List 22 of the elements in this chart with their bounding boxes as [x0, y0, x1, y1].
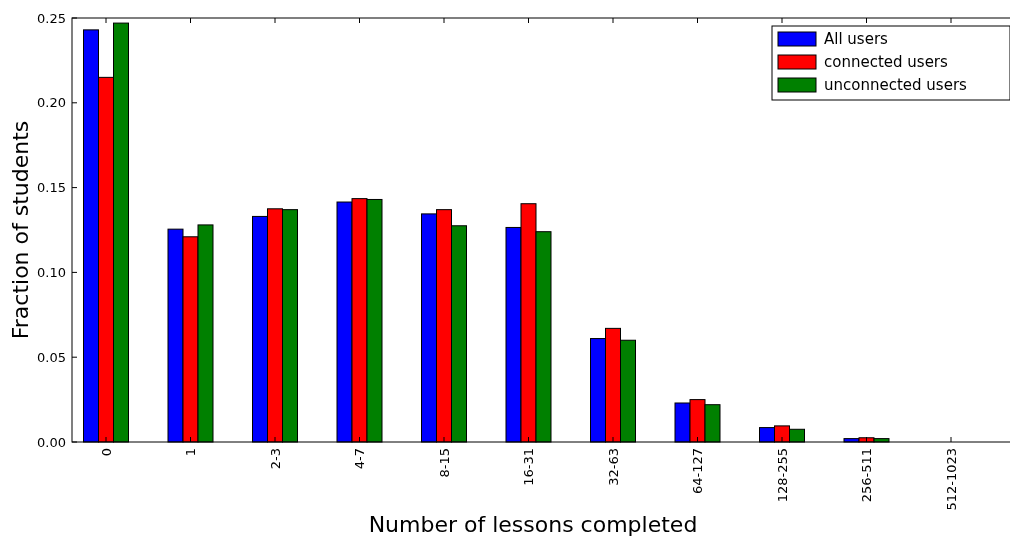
x-tick-label: 16-31	[521, 448, 537, 486]
x-tick-label: 2-3	[267, 448, 283, 470]
y-tick-label: 0.20	[37, 95, 66, 111]
x-tick-label: 32-63	[605, 448, 621, 486]
x-axis-title: Number of lessons completed	[368, 512, 698, 537]
y-axis-title: Fraction of students	[8, 120, 33, 340]
x-tick-label: 128-255	[774, 448, 790, 503]
y-tick-label: 0.25	[37, 10, 66, 26]
x-tick-label: 0	[98, 448, 114, 457]
x-tick-label: 1	[183, 448, 199, 457]
legend-label: All users	[824, 30, 889, 49]
x-tick-label: 8-15	[436, 448, 452, 478]
y-tick-label: 0.05	[37, 349, 66, 365]
y-tick-label: 0.10	[37, 264, 66, 280]
x-tick-label: 4-7	[352, 448, 368, 470]
x-tick-label: 64-127	[690, 448, 706, 495]
x-tick-label: 256-511	[859, 448, 875, 503]
legend-label: connected users	[824, 53, 949, 72]
x-tick-label: 512-1023	[943, 448, 959, 511]
legend-label: unconnected users	[824, 76, 968, 95]
y-tick-label: 0.00	[37, 434, 66, 450]
y-tick-label: 0.15	[37, 180, 66, 196]
